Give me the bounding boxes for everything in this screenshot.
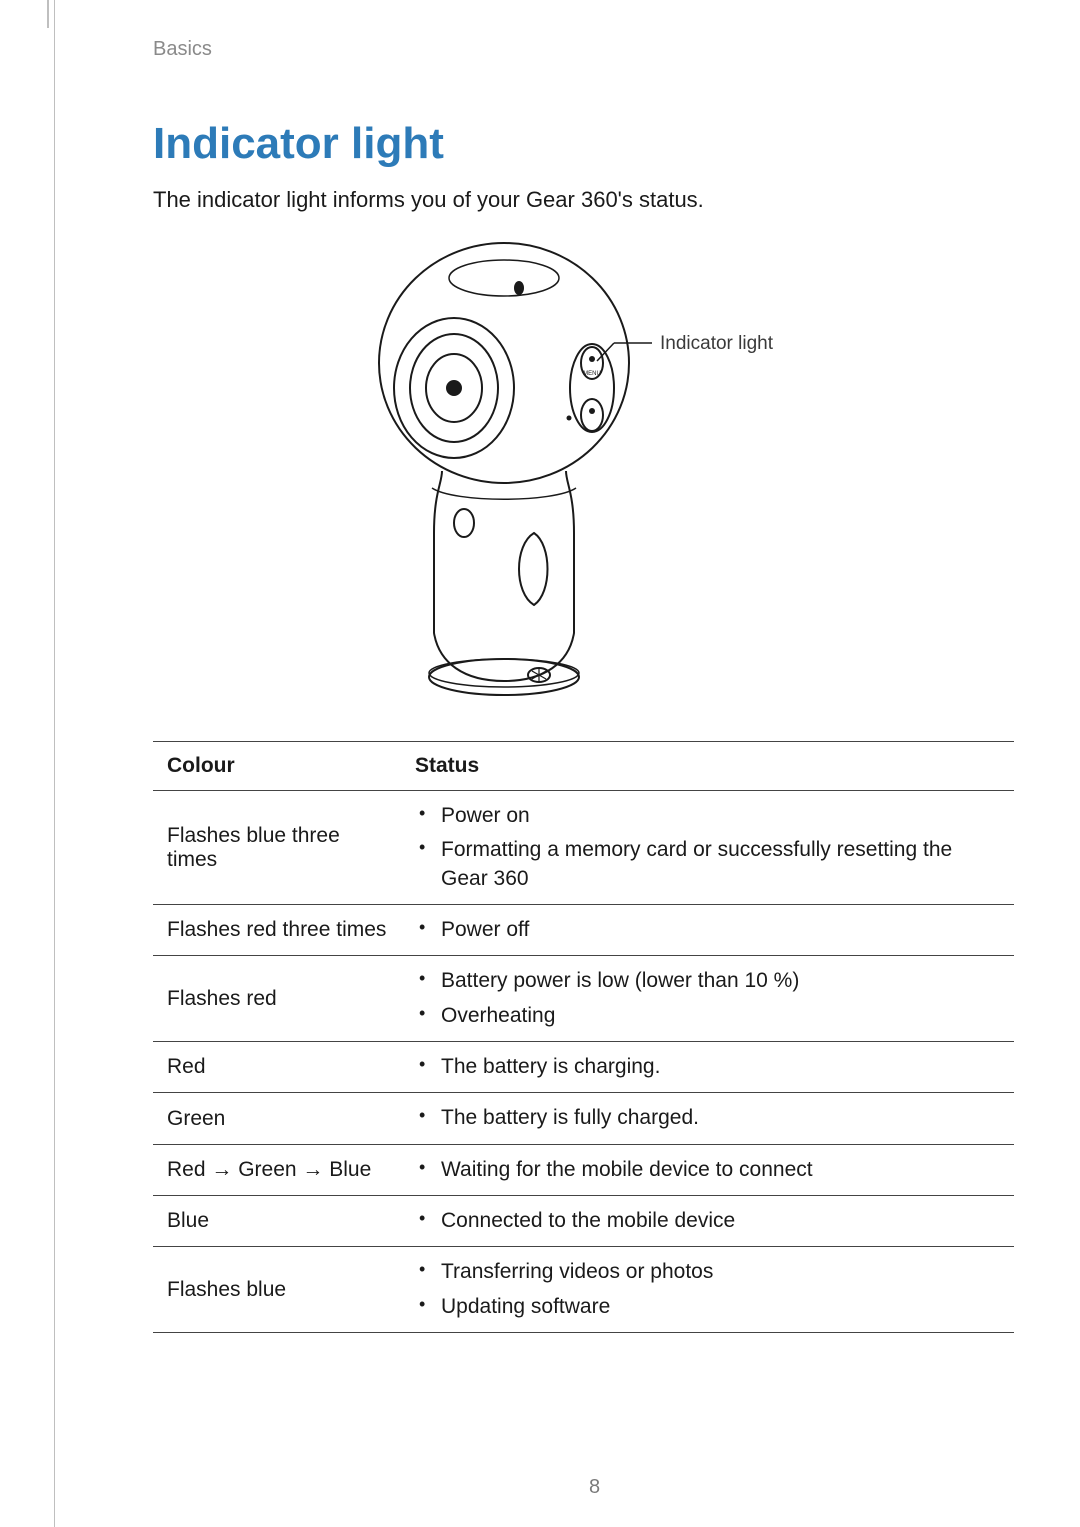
status-item: The battery is fully charged. bbox=[441, 1101, 1000, 1135]
colour-cell: Flashes blue bbox=[153, 1247, 401, 1333]
table-row: Red → Green → Blue Waiting for the mobile… bbox=[153, 1144, 1014, 1195]
page-number: 8 bbox=[55, 1476, 1080, 1499]
table-row: Red The battery is charging. bbox=[153, 1042, 1014, 1093]
status-list: Power off bbox=[415, 913, 1000, 947]
svg-text:MENU: MENU bbox=[583, 371, 601, 377]
status-list: Waiting for the mobile device to connect bbox=[415, 1153, 1000, 1187]
status-item: Overheating bbox=[441, 999, 1000, 1033]
section-label: Basics bbox=[153, 38, 1014, 61]
colour-cell: Red → Green → Blue bbox=[153, 1144, 401, 1195]
status-item: Waiting for the mobile device to connect bbox=[441, 1153, 1000, 1187]
table-row: Flashes blueTransferring videos or photo… bbox=[153, 1247, 1014, 1333]
status-list: Power onFormatting a memory card or succ… bbox=[415, 799, 1000, 896]
status-item: Connected to the mobile device bbox=[441, 1204, 1000, 1238]
status-cell: Waiting for the mobile device to connect bbox=[401, 1144, 1014, 1195]
table-row: Green The battery is fully charged. bbox=[153, 1093, 1014, 1144]
status-table: Colour Status Flashes blue three timesPo… bbox=[153, 741, 1014, 1333]
intro-text: The indicator light informs you of your … bbox=[153, 187, 1014, 213]
callout-label: Indicator light bbox=[660, 333, 774, 354]
table-row: Flashes red three times Power off bbox=[153, 905, 1014, 956]
colour-cell: Green bbox=[153, 1093, 401, 1144]
status-list: Connected to the mobile device bbox=[415, 1204, 1000, 1238]
status-cell: The battery is fully charged. bbox=[401, 1093, 1014, 1144]
table-row: Flashes redBattery power is low (lower t… bbox=[153, 956, 1014, 1042]
status-list: Battery power is low (lower than 10 %)Ov… bbox=[415, 964, 1000, 1033]
status-list: The battery is fully charged. bbox=[415, 1101, 1000, 1135]
device-figure: MENU bbox=[153, 233, 1014, 713]
status-item: Updating software bbox=[441, 1290, 1000, 1324]
table-row: Flashes blue three timesPower onFormatti… bbox=[153, 791, 1014, 905]
status-cell: The battery is charging. bbox=[401, 1042, 1014, 1093]
status-table-body: Flashes blue three timesPower onFormatti… bbox=[153, 791, 1014, 1333]
table-header-row: Colour Status bbox=[153, 742, 1014, 791]
status-item: The battery is charging. bbox=[441, 1050, 1000, 1084]
status-item: Formatting a memory card or successfully… bbox=[441, 833, 1000, 896]
table-row: Blue Connected to the mobile device bbox=[153, 1196, 1014, 1247]
page-title: Indicator light bbox=[153, 119, 1014, 169]
header-status: Status bbox=[401, 742, 1014, 791]
status-cell: Connected to the mobile device bbox=[401, 1196, 1014, 1247]
status-list: Transferring videos or photosUpdating so… bbox=[415, 1255, 1000, 1324]
status-item: Power on bbox=[441, 799, 1000, 833]
status-cell: Battery power is low (lower than 10 %)Ov… bbox=[401, 956, 1014, 1042]
status-item: Battery power is low (lower than 10 %) bbox=[441, 964, 1000, 998]
colour-cell: Flashes blue three times bbox=[153, 791, 401, 905]
status-list: The battery is charging. bbox=[415, 1050, 1000, 1084]
margin-tab bbox=[47, 0, 49, 28]
status-cell: Power off bbox=[401, 905, 1014, 956]
status-item: Power off bbox=[441, 913, 1000, 947]
page: Basics Indicator light The indicator lig… bbox=[54, 0, 1080, 1527]
colour-cell: Blue bbox=[153, 1196, 401, 1247]
header-colour: Colour bbox=[153, 742, 401, 791]
status-item: Transferring videos or photos bbox=[441, 1255, 1000, 1289]
colour-cell: Flashes red three times bbox=[153, 905, 401, 956]
status-cell: Power onFormatting a memory card or succ… bbox=[401, 791, 1014, 905]
status-cell: Transferring videos or photosUpdating so… bbox=[401, 1247, 1014, 1333]
device-illustration: MENU bbox=[304, 233, 864, 713]
colour-cell: Red bbox=[153, 1042, 401, 1093]
colour-cell: Flashes red bbox=[153, 956, 401, 1042]
